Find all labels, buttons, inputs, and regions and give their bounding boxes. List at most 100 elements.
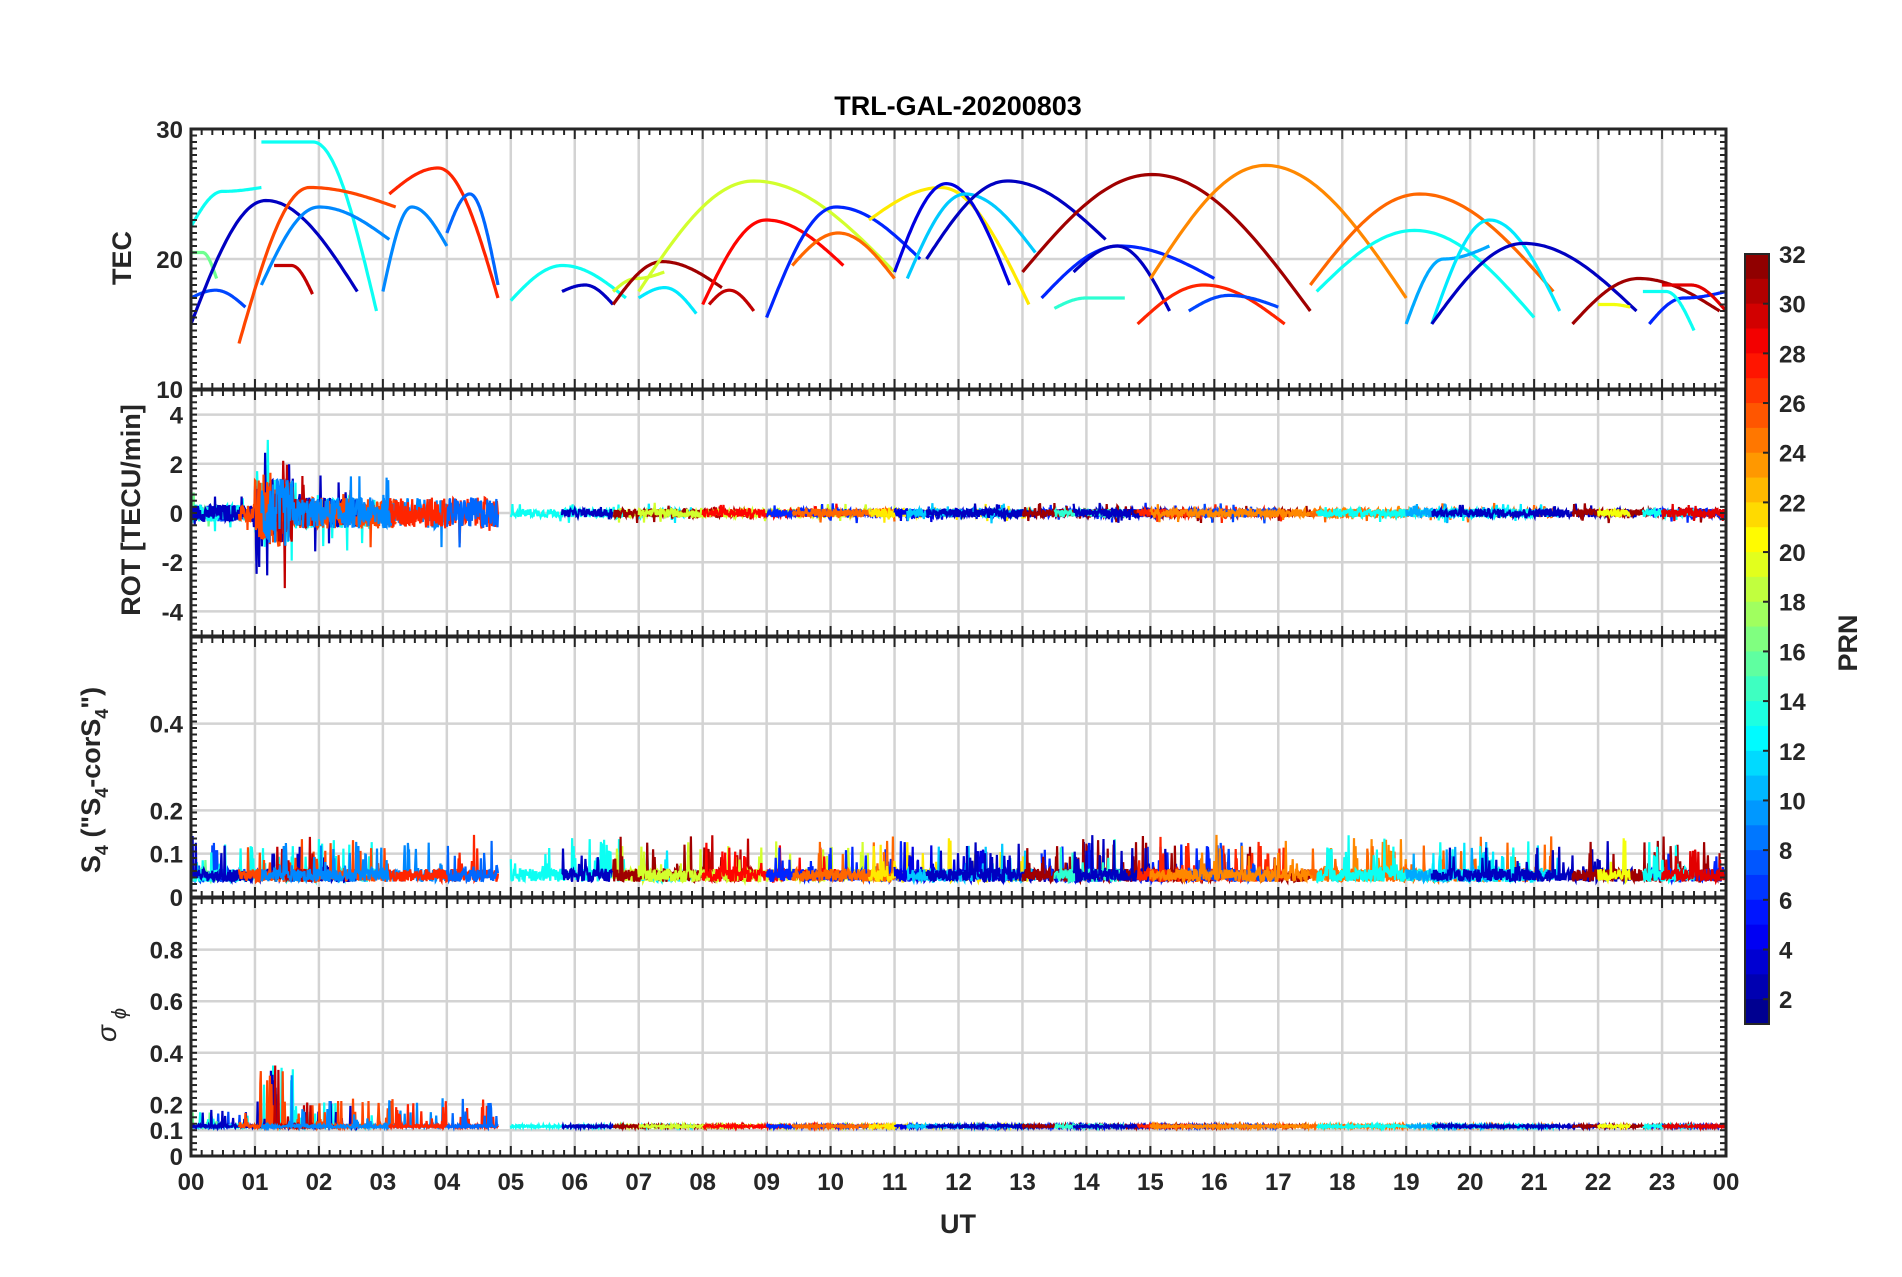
tec-series-prn-6 [1040, 244, 1216, 300]
colorbar-swatch [1745, 427, 1769, 454]
sigma-series-prn-9 [260, 1075, 391, 1132]
colorbar-swatch [1745, 750, 1769, 777]
tec-series-prn-14 [1053, 296, 1125, 310]
tec-series-prn-21 [868, 185, 1031, 306]
tec-series-prn-10 [1404, 244, 1491, 325]
tec-series-prn-3 [189, 198, 359, 325]
colorbar-tick-label: 20 [1779, 540, 1806, 567]
colorbar-swatch [1745, 601, 1769, 628]
colorbar-swatch [1745, 452, 1769, 479]
series-group [190, 1065, 1727, 1132]
colorbar-swatch [1745, 701, 1769, 727]
colorbar-swatch [1745, 825, 1769, 851]
colorbar-tick-label: 30 [1779, 292, 1806, 319]
tec-series-prn-9 [259, 205, 391, 286]
tec-series-prn-3 [561, 283, 615, 306]
sigma-series-prn-20 [1597, 1121, 1632, 1131]
s4-series-prn-25 [791, 836, 896, 885]
s4-series-prn-27 [388, 834, 500, 886]
colorbar-swatch [1745, 899, 1769, 926]
y-tick-label: 0.4 [150, 1041, 184, 1068]
colorbar-swatch [1745, 576, 1769, 603]
tec-series-prn-30 [707, 288, 756, 312]
x-tick-label: 01 [242, 1169, 269, 1196]
x-tick-label: 22 [1585, 1169, 1612, 1196]
y-tick-label: 30 [156, 117, 183, 144]
tec-series-prn-30 [274, 263, 314, 295]
tec-axis-label: TEC [107, 231, 137, 285]
colorbar-tick-label: 26 [1779, 391, 1806, 418]
colorbar-tick-label: 12 [1779, 739, 1806, 766]
y-tick-label: 0.2 [150, 1092, 183, 1119]
tec-series-prn-13 [1642, 289, 1696, 332]
rot-series-prn-3 [560, 504, 614, 522]
rot-axis-label: ROT [TECU/min] [116, 404, 146, 615]
y-tick-label: 2 [170, 452, 183, 479]
s4-label-mid: ("S [76, 798, 106, 845]
x-tick-label: 13 [1009, 1169, 1036, 1196]
x-tick-label: 05 [497, 1169, 524, 1196]
colorbar-swatch [1745, 999, 1769, 1025]
tec-series-prn-11 [905, 192, 1037, 280]
s4-label-sub1: 4 [92, 845, 112, 855]
panel-sigma: 00.10.2 0.4 0.6 0.8 [150, 896, 1728, 1171]
y-tick-label: 0.6 [150, 989, 183, 1016]
tec-series-prn-27 [388, 166, 500, 299]
y-tick-label: 0.2 [150, 798, 183, 825]
x-tick-label: 21 [1521, 1169, 1548, 1196]
tec-series-prn-13 [509, 263, 627, 302]
colorbar-swatch [1745, 353, 1769, 379]
x-tick-label: 23 [1649, 1169, 1676, 1196]
colorbar-swatch [1745, 775, 1769, 802]
colorbar-swatch [1745, 403, 1769, 429]
sigma-label-sub: ϕ [109, 1008, 131, 1019]
s4-label-end: ") [76, 687, 106, 709]
minor-ticks [190, 636, 1727, 898]
y-tick-label: 0 [170, 501, 183, 528]
tec-series-prn-4 [893, 181, 1012, 286]
x-tick-label: 14 [1073, 1169, 1100, 1196]
colorbar-swatch [1745, 328, 1769, 354]
colorbar-tick-label: 22 [1779, 490, 1806, 517]
series-group [189, 834, 1728, 887]
colorbar-tick-label: 18 [1779, 590, 1806, 617]
plot-area: 102030-4-202400.10.20.400.10.20.40.60.80… [150, 117, 1807, 1196]
x-tick-labels: 00 01 02 03 04 05 06 07 08 09 10 11 12 13 14 15 16 17 18 19… [178, 1169, 1740, 1196]
colorbar-frame [1744, 253, 1770, 1025]
tec-series-prn-19 [612, 270, 665, 293]
tec-series-prn-12 [1430, 218, 1562, 325]
x-tick-label: 11 [882, 1169, 907, 1196]
tec-series-prn-27 [1136, 283, 1286, 326]
tec-series-prn-12 [637, 286, 698, 315]
colorbar-tick-label: 2 [1779, 987, 1792, 1014]
colorbar-swatch [1745, 974, 1769, 1000]
colorbar-swatch [1745, 725, 1769, 752]
tec-series-prn-3 [1072, 244, 1172, 312]
colorbar-swatch [1745, 552, 1769, 578]
x-axis-label: UT [940, 1209, 976, 1239]
tec-series-prn-9 [381, 205, 449, 292]
s4-series-prn-11 [906, 843, 1037, 886]
colorbar-tick-label: 8 [1779, 838, 1792, 865]
x-tick-label: 17 [1265, 1169, 1292, 1196]
sigma-series-prn-29 [1661, 1120, 1727, 1132]
colorbar-swatch [1745, 502, 1769, 528]
y-tick-label: 0 [170, 885, 183, 912]
s4-axis-label: S4 ("S4-corS4") [76, 687, 112, 873]
colorbar-swatch [1745, 254, 1769, 280]
rot-series-prn-8 [445, 497, 500, 548]
x-tick-label: 00 [1713, 1169, 1740, 1196]
sigma-series-prn-3 [561, 1121, 614, 1132]
colorbar-swatch [1745, 651, 1769, 677]
tec-series-prn-3 [1430, 241, 1638, 325]
tec-series-prn-19 [637, 179, 896, 293]
colorbar-swatch [1745, 949, 1769, 975]
rot-series-prn-20 [1597, 506, 1631, 520]
colorbar-label: PRN [1833, 614, 1863, 671]
x-tick-label: 16 [1201, 1169, 1228, 1196]
colorbar-swatch [1745, 378, 1769, 404]
y-tick-label: 0.4 [150, 712, 184, 739]
colorbar-tick-label: 14 [1779, 689, 1806, 716]
s4-label-mid2: -corS [76, 719, 106, 788]
